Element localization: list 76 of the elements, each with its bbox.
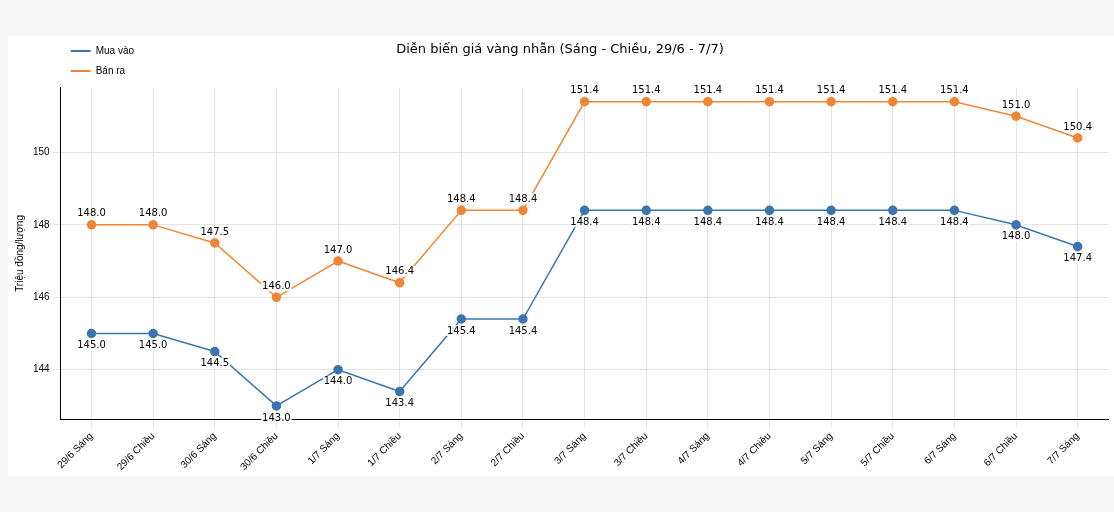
data-label: 144.0	[323, 375, 353, 387]
point	[456, 314, 467, 324]
data-label: 151.4	[878, 84, 908, 96]
point	[86, 220, 97, 230]
data-label: 148.4	[447, 192, 476, 204]
legend-label: Bán ra	[95, 64, 126, 76]
point	[148, 220, 158, 230]
data-label: 151.4	[631, 84, 661, 96]
point	[210, 238, 220, 248]
data-label: 151.4	[570, 84, 599, 96]
data-label: 145.4	[508, 324, 538, 336]
data-label: 143.0	[262, 411, 291, 423]
point	[1072, 133, 1083, 143]
data-label: 148.4	[631, 215, 661, 227]
data-label: 147.5	[200, 225, 230, 237]
data-label: 144.5	[200, 357, 230, 369]
data-label: 151.4	[693, 84, 723, 96]
point	[333, 256, 343, 266]
point	[86, 328, 97, 339]
point	[703, 205, 713, 216]
data-label: 151.0	[1001, 98, 1031, 110]
point	[764, 96, 775, 107]
point	[949, 205, 960, 216]
point	[703, 96, 713, 107]
data-label: 148.4	[878, 215, 908, 227]
data-label: 151.4	[755, 84, 784, 96]
point	[764, 205, 775, 216]
point	[641, 205, 651, 216]
point	[394, 278, 405, 288]
y-tick-label: 144	[33, 363, 51, 375]
point	[271, 401, 282, 411]
data-label: 148.0	[138, 207, 168, 219]
data-label: 145.0	[138, 339, 168, 351]
data-label: 147.4	[1063, 252, 1092, 264]
data-label: 148.4	[693, 215, 723, 227]
data-label: 148.4	[508, 192, 538, 204]
point	[641, 96, 651, 107]
point	[826, 96, 836, 107]
data-label: 143.4	[385, 397, 414, 409]
point	[888, 96, 898, 107]
data-label: 148.4	[940, 215, 969, 227]
point	[394, 386, 405, 397]
y-axis-title: Triệu đồng/lượng	[13, 215, 25, 292]
data-label: 148.4	[755, 215, 784, 227]
data-label: 150.4	[1063, 120, 1092, 132]
point	[210, 346, 220, 357]
data-label: 148.4	[570, 215, 599, 227]
data-label: 146.0	[262, 279, 291, 291]
chart-title: Diễn biến giá vàng nhẫn (Sáng - Chiều, 29/6 - 7/7)	[396, 41, 724, 57]
point	[826, 205, 836, 216]
data-label: 145.4	[447, 324, 476, 336]
point	[271, 292, 282, 303]
point	[579, 205, 590, 216]
data-label: 145.0	[77, 339, 106, 351]
point	[1011, 111, 1021, 121]
y-tick-label: 150	[33, 146, 51, 158]
point	[949, 96, 960, 107]
point	[518, 205, 528, 216]
data-label: 148.0	[1001, 230, 1031, 242]
point	[456, 205, 467, 216]
point	[888, 205, 898, 216]
point	[333, 364, 343, 375]
data-label: 151.4	[816, 84, 846, 96]
point	[579, 96, 590, 107]
point	[148, 328, 158, 339]
point	[1072, 241, 1083, 252]
legend-label: Mua vào	[95, 44, 135, 56]
data-label: 147.0	[323, 243, 353, 255]
data-label: 148.0	[77, 207, 106, 219]
point	[1011, 220, 1021, 230]
y-tick-label: 148	[33, 218, 51, 230]
data-label: 148.4	[816, 215, 846, 227]
data-label: 146.4	[385, 265, 414, 277]
point	[518, 314, 528, 324]
y-tick-label: 146	[33, 291, 51, 303]
data-label: 151.4	[940, 84, 969, 96]
